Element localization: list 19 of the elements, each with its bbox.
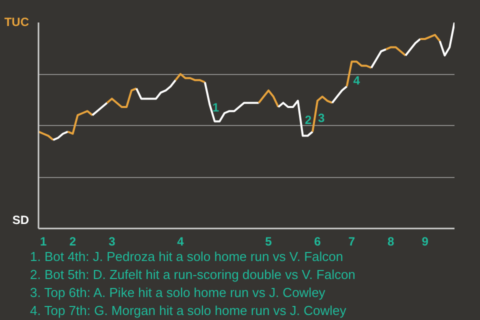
- text: SD: [12, 212, 29, 229]
- text: 3. Top 6th: A. Pike hit a solo home run vs J. Cowley: [30, 285, 326, 300]
- x-tick-label: 9: [422, 234, 429, 248]
- x-tick-label: 1: [40, 234, 48, 248]
- x-tick-label: 5: [265, 234, 272, 248]
- x-tick-label: 7: [348, 234, 356, 248]
- annotation: 1: [212, 100, 220, 114]
- annotation: 3: [318, 110, 326, 125]
- x-tick-label: 8: [388, 234, 395, 248]
- x-tick-label: 2: [69, 234, 76, 248]
- text: TUC: [4, 14, 29, 31]
- x-tick-label: 6: [314, 234, 322, 248]
- annotation: 2: [304, 112, 312, 127]
- x-tick-label: 4: [177, 234, 184, 248]
- text: 4. Top 7th: G. Morgan hit a solo home run vs J. Cowley: [30, 303, 346, 318]
- annotation: 4: [353, 74, 360, 88]
- x-tick-label: 3: [108, 234, 116, 248]
- text: 1. Bot 4th: J. Pedroza hit a solo home run vs V. Falcon: [30, 249, 344, 264]
- text: 2. Bot 5th: D. Zufelt hit a run-scoring double vs V. Falcon: [30, 267, 356, 282]
